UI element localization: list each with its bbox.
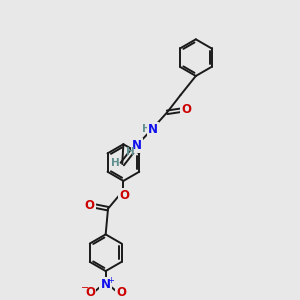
Text: O: O — [84, 199, 94, 212]
Text: −: − — [81, 283, 89, 292]
Text: O: O — [119, 189, 129, 202]
Text: N: N — [148, 123, 158, 136]
Text: O: O — [116, 286, 126, 299]
Text: N: N — [101, 278, 111, 291]
Text: +: + — [107, 276, 114, 285]
Text: N: N — [132, 139, 142, 152]
Text: H: H — [142, 124, 151, 134]
Text: O: O — [182, 103, 192, 116]
Text: O: O — [85, 286, 95, 299]
Text: H: H — [111, 158, 120, 168]
Text: H: H — [125, 147, 134, 157]
